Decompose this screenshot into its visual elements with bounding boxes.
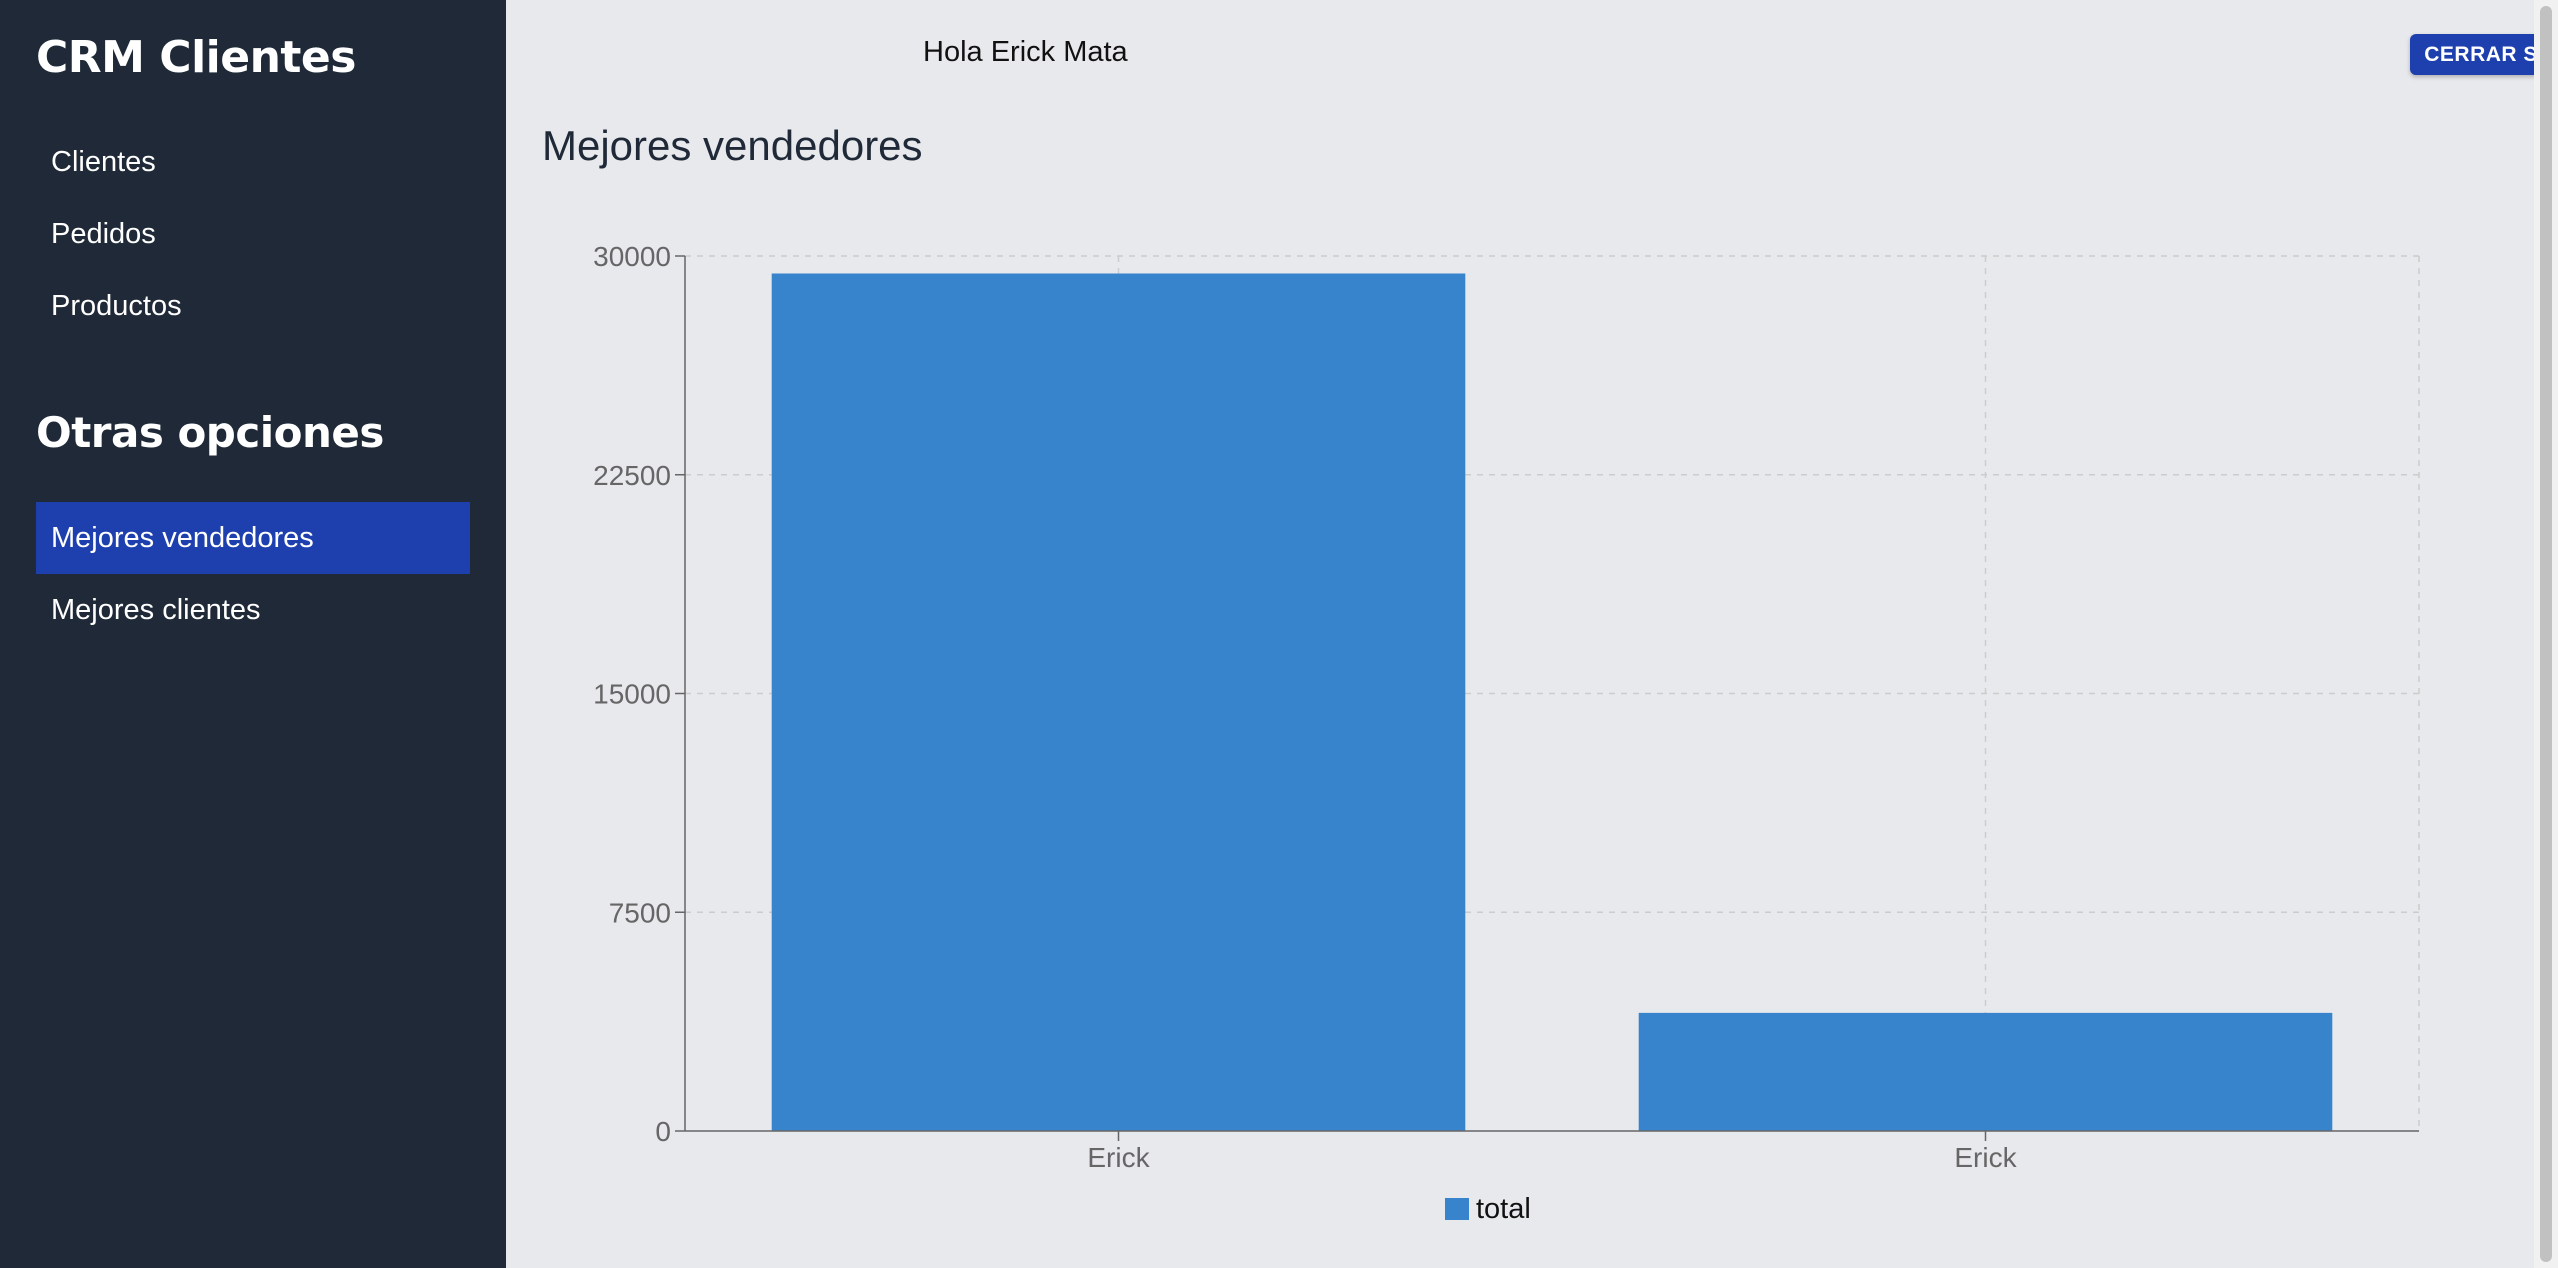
sidebar-item-pedidos[interactable]: Pedidos — [51, 218, 156, 250]
brand-title: CRM Clientes — [36, 32, 356, 83]
sidebar-item-productos[interactable]: Productos — [51, 290, 182, 322]
sidebar: CRM Clientes Clientes Pedidos Productos … — [0, 0, 506, 1268]
y-tick-label-3: 22500 — [593, 460, 671, 491]
y-tick-label-4: 30000 — [593, 241, 671, 272]
x-tick-label-1: Erick — [1954, 1142, 2017, 1173]
logout-button[interactable]: CERRAR SESIÓN — [2410, 34, 2558, 75]
sidebar-item-mejores-clientes[interactable]: Mejores clientes — [51, 594, 261, 626]
other-nav: Mejores vendedores Mejores clientes — [36, 502, 470, 646]
legend-label: total — [1476, 1193, 1531, 1225]
sidebar-item-mejores-vendedores[interactable]: Mejores vendedores — [36, 502, 470, 574]
y-tick-label-0: 0 — [655, 1116, 671, 1147]
greeting-text: Hola Erick Mata — [923, 36, 1128, 68]
main-nav: Clientes Pedidos Productos — [36, 126, 470, 342]
y-tick-label-2: 15000 — [593, 679, 671, 710]
main-content: Hola Erick Mata CERRAR SESIÓN Mejores ve… — [506, 0, 2558, 1268]
x-tick-label-0: Erick — [1087, 1142, 1150, 1173]
bar-0 — [771, 273, 1466, 1131]
sidebar-item-clientes[interactable]: Clientes — [51, 146, 156, 178]
page-title: Mejores vendedores — [542, 122, 923, 169]
legend-swatch — [1445, 1198, 1469, 1220]
y-tick-label-1: 7500 — [609, 897, 671, 928]
section-title-otras-opciones: Otras opciones — [36, 408, 384, 457]
bar-1 — [1638, 1012, 2333, 1131]
scrollbar-thumb[interactable] — [2540, 6, 2552, 1262]
vertical-scrollbar[interactable] — [2534, 0, 2558, 1268]
bar-chart: 0 7500 15000 22500 30000 Erick Erick total — [593, 241, 2420, 1225]
